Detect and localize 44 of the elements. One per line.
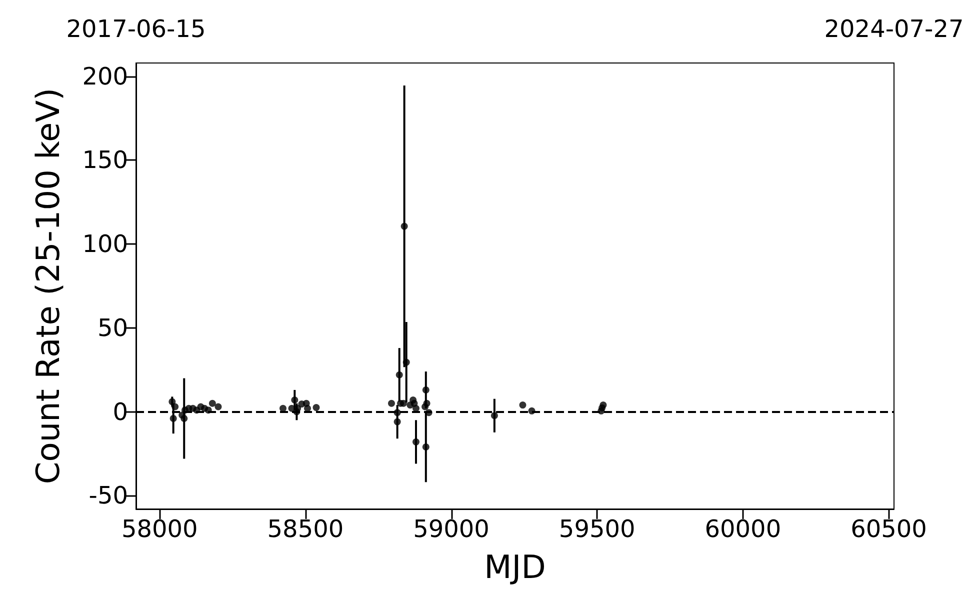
x-tick-label: 59000 (413, 515, 490, 543)
point (400, 400, 407, 407)
x-tick-label: 58000 (121, 515, 198, 543)
point (172, 403, 179, 410)
x2-tick-label: 2024-07-27 (824, 15, 964, 43)
point (208, 400, 216, 407)
y-tick-label: 50 (97, 314, 128, 342)
point (422, 443, 430, 450)
y-tick-label: 200 (82, 62, 128, 90)
point (600, 402, 607, 409)
y-tick-label: 150 (82, 146, 128, 174)
point (291, 396, 298, 404)
x-tick-label: 58500 (267, 515, 344, 543)
point (490, 412, 498, 420)
point (280, 404, 286, 412)
point (396, 371, 403, 378)
point (400, 222, 408, 230)
y-tick-label: 0 (112, 398, 128, 426)
point (422, 386, 430, 394)
x-axis-title: MJD (484, 548, 546, 586)
point (214, 403, 222, 410)
point (425, 409, 432, 416)
x-tick-label: 59500 (558, 515, 636, 543)
point (304, 404, 311, 412)
point (412, 438, 420, 446)
point (294, 404, 302, 412)
point (528, 407, 536, 414)
y-tick-label: -50 (88, 482, 128, 510)
point (412, 404, 420, 412)
point (519, 402, 526, 409)
point (402, 358, 410, 366)
point (312, 404, 320, 412)
point (180, 414, 188, 422)
x2-tick-label: 2017-06-15 (66, 15, 206, 43)
point (423, 400, 430, 407)
x-tick-label: 60000 (704, 515, 782, 543)
point (388, 400, 395, 407)
point (170, 414, 177, 422)
point (204, 406, 212, 414)
point (394, 409, 401, 416)
y-tick-label: 100 (82, 230, 128, 258)
point (394, 418, 401, 426)
x-tick-label: 60500 (850, 515, 927, 543)
y-axis-title: Count Rate (25-100 keV) (29, 88, 67, 484)
